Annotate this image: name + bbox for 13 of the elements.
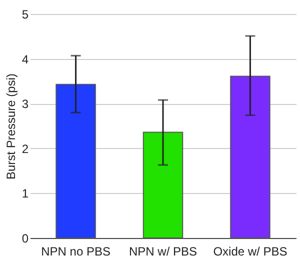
x-tick-label: Oxide w/ PBS (213, 244, 288, 258)
y-tick-label: 5 (22, 8, 29, 22)
bar (142, 132, 184, 238)
y-tick-label: 3 (22, 97, 29, 112)
x-tick-label: NPN w/ PBS (128, 244, 198, 258)
y-tick-label: 0 (22, 232, 29, 246)
bar (230, 76, 270, 238)
bar (56, 84, 96, 238)
y-tick-label: 2 (22, 142, 29, 156)
y-axis-title: Burst Pressure (psi) (4, 73, 18, 180)
y-tick-label: 1 (22, 186, 29, 201)
y-tick-label: 4 (22, 52, 29, 66)
x-tick-label: NPN no PBS (41, 244, 110, 258)
